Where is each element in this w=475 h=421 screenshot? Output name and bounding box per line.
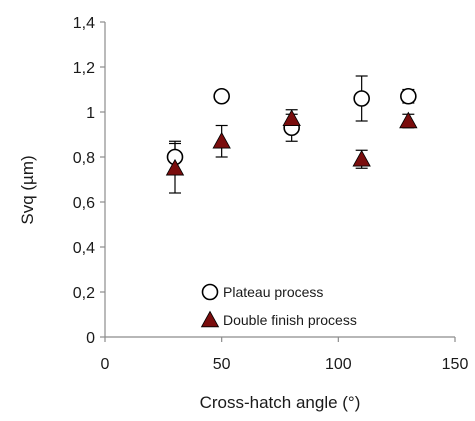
- double-finish-point: [212, 131, 231, 149]
- x-tick-label: 150: [442, 356, 469, 373]
- y-tick-label: 0,4: [73, 240, 95, 257]
- y-tick-label: 0: [86, 330, 95, 347]
- x-tick-label: 50: [213, 356, 231, 373]
- x-tick-label: 100: [325, 356, 352, 373]
- double-finish-point: [399, 111, 418, 129]
- legend: Plateau process Double finish process: [200, 283, 357, 328]
- plateau-point: [400, 87, 417, 105]
- double-finish-point: [165, 158, 185, 176]
- plateau-point: [353, 90, 370, 107]
- axes: 0 0,2 0,4 0,6 0,8 1 1,2 1,4 0 50 100 150: [73, 15, 469, 373]
- x-axis-title: Cross-hatch angle (°): [200, 393, 361, 412]
- y-tick-label: 0,2: [73, 285, 95, 302]
- double-finish-point: [282, 109, 301, 126]
- legend-label: Plateau process: [223, 284, 323, 300]
- y-tick-label: 0,8: [73, 150, 95, 167]
- y-tick-label: 0,6: [73, 195, 95, 212]
- y-tick-label: 1: [86, 105, 95, 122]
- legend-circle-icon: [201, 283, 219, 301]
- y-axis-title: Svq (µm): [18, 155, 37, 224]
- legend-label: Double finish process: [223, 312, 357, 328]
- y-tick-label: 1,2: [73, 60, 95, 77]
- x-tick-label: 0: [101, 356, 110, 373]
- legend-triangle-icon: [200, 310, 220, 328]
- double-finish-point: [352, 149, 371, 167]
- plateau-point: [213, 87, 230, 105]
- y-tick-label: 1,4: [73, 15, 95, 32]
- data-points: [165, 87, 418, 176]
